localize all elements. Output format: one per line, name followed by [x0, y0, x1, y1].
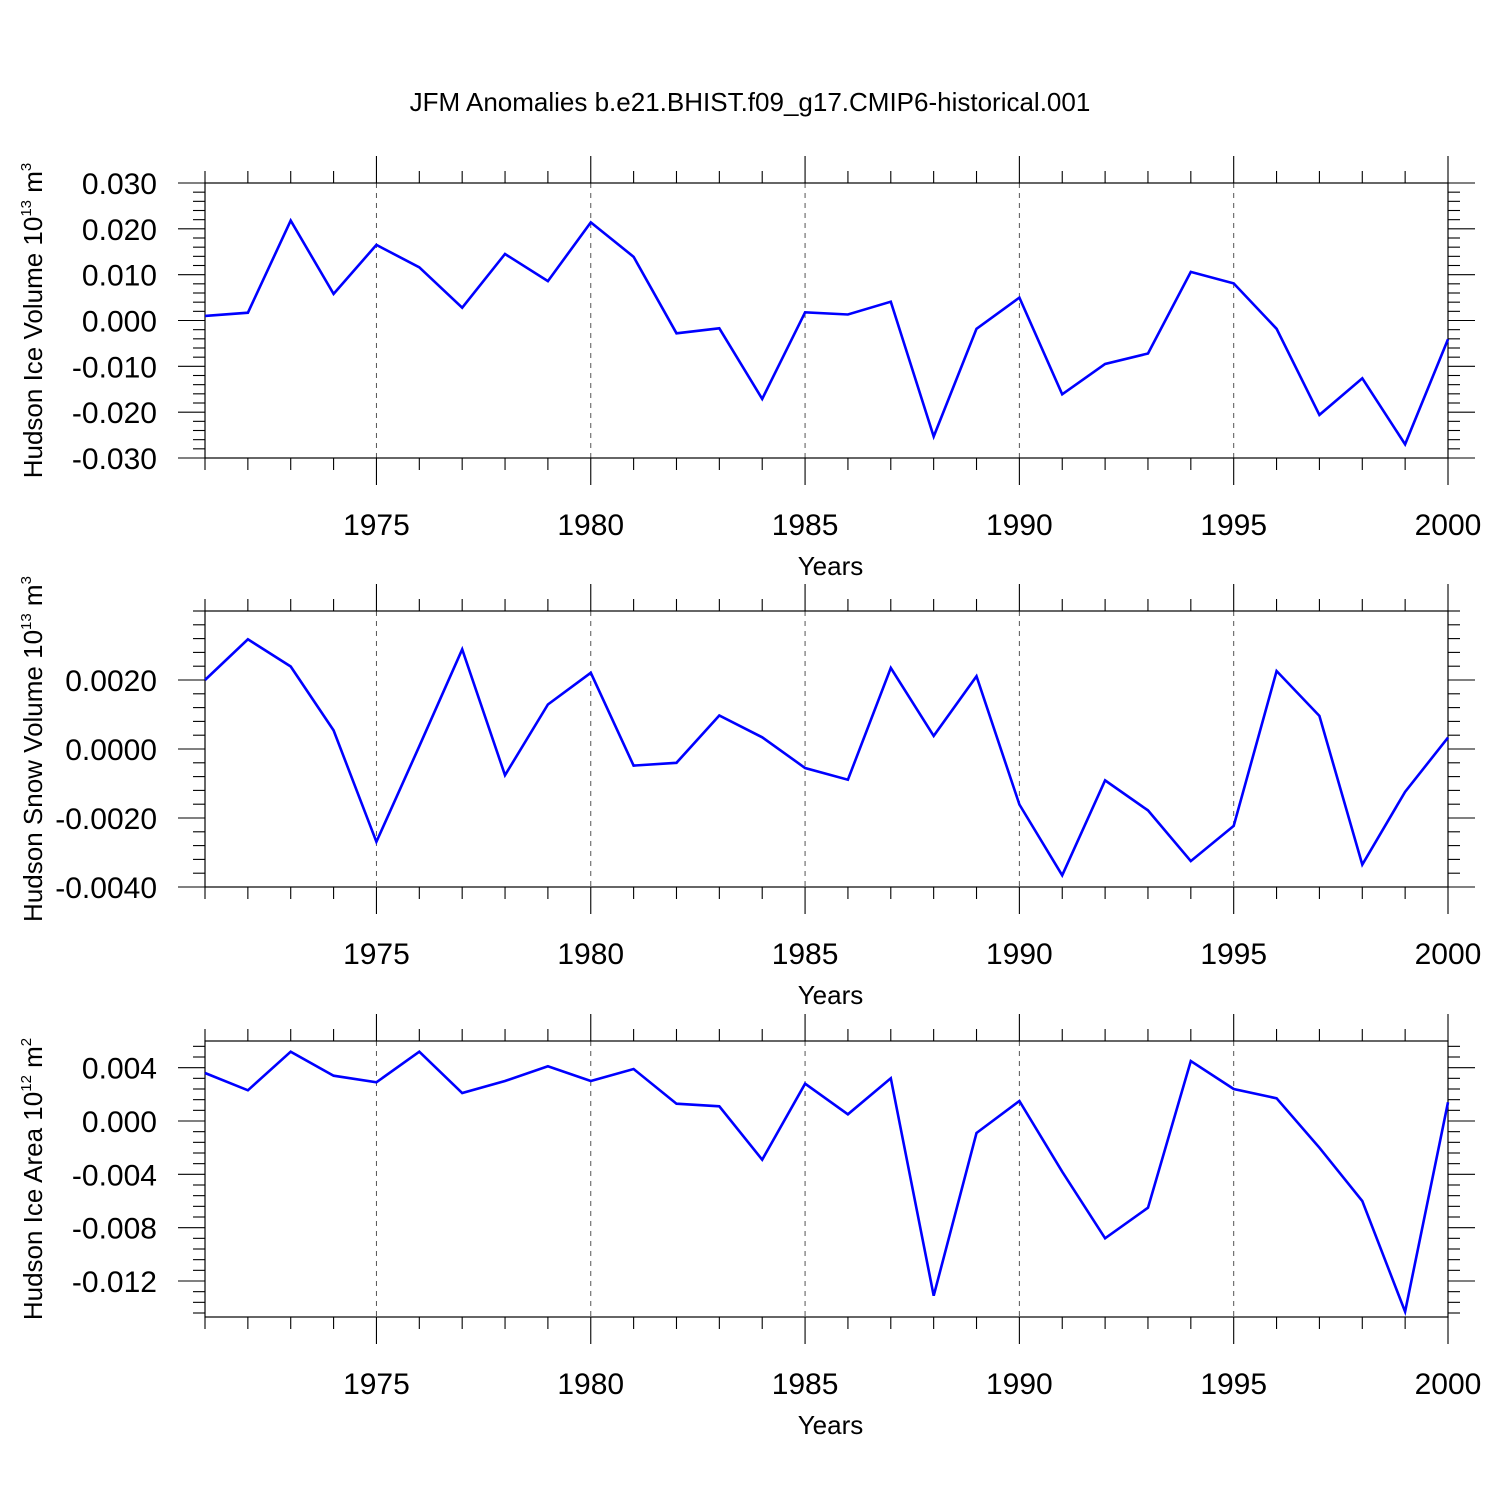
y-tick-label--0.030: -0.030: [72, 443, 157, 476]
y-tick-label--0.008: -0.008: [72, 1213, 157, 1246]
x-tick-label-2000: 2000: [1415, 1368, 1482, 1401]
y-axis-label: Hudson Snow Volume 1013 m3: [18, 576, 48, 922]
x-axis-label: Years: [798, 551, 864, 581]
y-tick-label-0.030: 0.030: [82, 168, 157, 201]
x-axis-label: Years: [798, 980, 864, 1010]
panel-2: -0.0040 -0.0020 0.0000 0.0020 1975 1980 1985 19…: [18, 576, 1481, 1010]
plot-frame: [204, 1040, 1449, 1318]
series-line-3-1: [204, 1050, 1450, 1317]
y-tick-label-0.004: 0.004: [82, 1053, 157, 1086]
x-tick-label-1975: 1975: [343, 1368, 410, 1401]
y-tick-label-0.010: 0.010: [82, 260, 157, 293]
y-axis-label: Hudson Ice Area 1012 m2: [18, 1038, 48, 1320]
x-tick-label-1980: 1980: [557, 509, 624, 542]
y-tick-label-0.020: 0.020: [82, 214, 157, 247]
series-line-1-1: [204, 217, 1450, 448]
x-tick-label-2000: 2000: [1415, 938, 1482, 971]
y-tick-label-0.000: 0.000: [82, 306, 157, 339]
y-tick-label-0.0020: 0.0020: [65, 665, 157, 698]
y-tick-label-0.0000: 0.0000: [65, 734, 157, 767]
x-tick-label-1995: 1995: [1200, 1368, 1267, 1401]
panel-3: -0.012 -0.008 -0.004 0.000 0.004 1975 1980 1985…: [18, 1014, 1481, 1440]
x-tick-label-1995: 1995: [1200, 509, 1267, 542]
x-tick-label-1990: 1990: [986, 938, 1053, 971]
y-tick-label--0.010: -0.010: [72, 351, 157, 384]
y-tick-label--0.0040: -0.0040: [55, 872, 157, 905]
y-tick-label--0.004: -0.004: [72, 1159, 157, 1192]
y-tick-label-0.000: 0.000: [82, 1106, 157, 1139]
x-tick-label-1980: 1980: [557, 1368, 624, 1401]
x-tick-label-1975: 1975: [343, 938, 410, 971]
x-tick-label-1995: 1995: [1200, 938, 1267, 971]
y-tick-label--0.0020: -0.0020: [55, 803, 157, 836]
x-tick-label-1990: 1990: [986, 509, 1053, 542]
panels: -0.030 -0.020 -0.010 0.000 0.010 0.020 0.030 19…: [18, 156, 1481, 1440]
x-tick-label-1980: 1980: [557, 938, 624, 971]
x-tick-label-2000: 2000: [1415, 509, 1482, 542]
plot-frame: [204, 610, 1449, 888]
plot-frame: [204, 182, 1449, 459]
x-tick-label-1975: 1975: [343, 509, 410, 542]
x-tick-label-1985: 1985: [772, 1368, 839, 1401]
figure-title: JFM Anomalies b.e21.BHIST.f09_g17.CMIP6-…: [410, 87, 1091, 117]
y-axis-label: Hudson Ice Volume 1013 m3: [18, 163, 48, 479]
x-tick-label-1985: 1985: [772, 509, 839, 542]
x-axis-label: Years: [798, 1410, 864, 1440]
y-tick-label--0.012: -0.012: [72, 1266, 157, 1299]
y-tick-label--0.020: -0.020: [72, 397, 157, 430]
x-tick-label-1990: 1990: [986, 1368, 1053, 1401]
series-line-2-1: [204, 637, 1450, 879]
panel-1: -0.030 -0.020 -0.010 0.000 0.010 0.020 0.030 19…: [18, 156, 1481, 581]
x-tick-label-1985: 1985: [772, 938, 839, 971]
